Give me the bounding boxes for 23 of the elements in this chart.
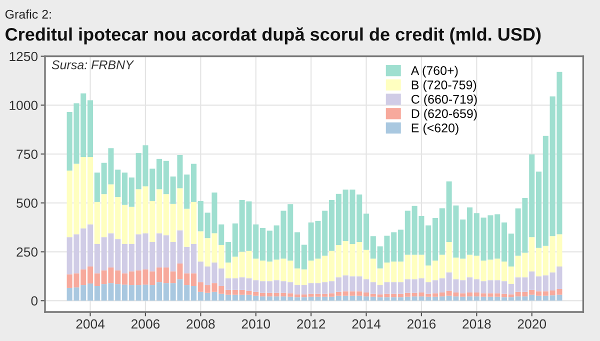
chart-title: Creditul ipotecar nou acordat după scorul de credit (mld. USD) xyxy=(6,27,541,44)
legend-label: A (760+) xyxy=(410,66,458,78)
x-tick-label: 2018 xyxy=(462,319,491,329)
legend-label: E (<620) xyxy=(412,123,458,135)
x-tick-label: 2012 xyxy=(297,319,326,329)
legend-label: D (620-659) xyxy=(412,108,477,121)
y-tick-label: 1000 xyxy=(10,100,38,110)
y-tick-label: 0 xyxy=(31,296,38,306)
x-tick-label: 2016 xyxy=(407,319,436,329)
chart-subtitle: Grafic 2: xyxy=(5,10,51,19)
x-tick-label: 2006 xyxy=(131,319,160,329)
y-tick-label: 500 xyxy=(16,198,38,208)
x-tick-label: 2010 xyxy=(242,319,270,329)
x-tick-label: 2008 xyxy=(186,319,215,329)
annotation: Sursa: FRBNY xyxy=(52,60,134,70)
y-tick-label: 1250 xyxy=(10,52,38,62)
x-tick-label: 2020 xyxy=(518,319,546,329)
y-tick-label: 250 xyxy=(16,247,38,257)
y-tick-label: 750 xyxy=(16,150,38,159)
x-tick-label: 2014 xyxy=(352,319,381,329)
legend-label: C (660-719) xyxy=(412,94,477,106)
legend-label: B (720-759) xyxy=(412,80,476,92)
x-tick-label: 2004 xyxy=(76,319,105,329)
